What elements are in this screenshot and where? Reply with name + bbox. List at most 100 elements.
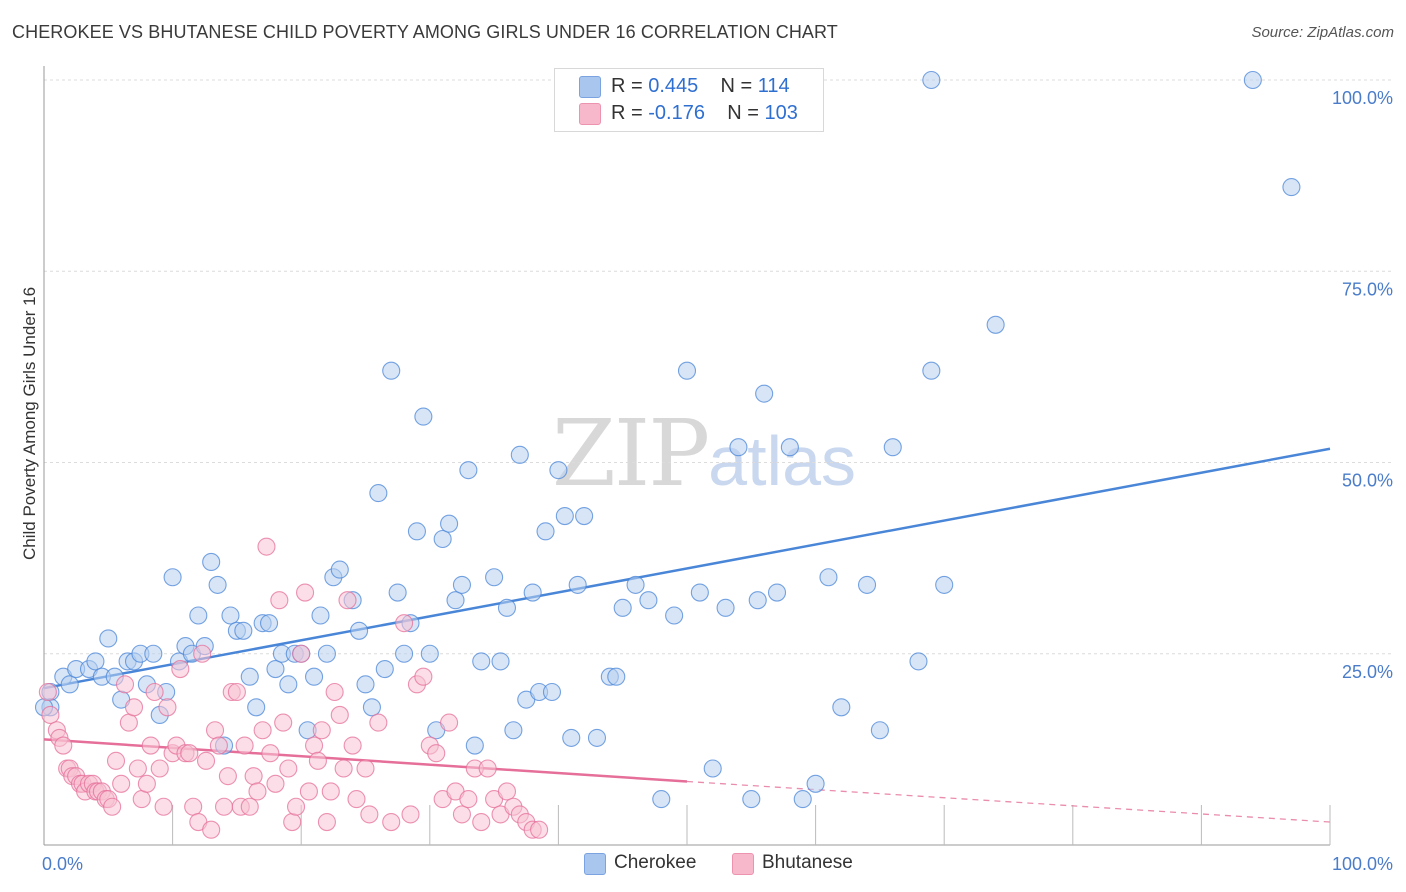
cherokee-point bbox=[549, 461, 568, 480]
cherokee-point bbox=[60, 675, 79, 694]
legend-n-value: 114 bbox=[757, 75, 790, 97]
cherokee-point bbox=[542, 682, 562, 702]
cherokee-point bbox=[504, 721, 523, 740]
stats-legend: R = 0.445 N = 114 R = -0.176 N = 103 bbox=[554, 68, 824, 132]
cherokee-point bbox=[639, 591, 658, 610]
bhutanese-point bbox=[395, 614, 414, 633]
cherokee-point bbox=[780, 438, 799, 457]
cherokee-point bbox=[575, 506, 594, 526]
cherokee-point bbox=[716, 598, 735, 617]
bhutanese-point bbox=[103, 797, 122, 816]
legend-r-value: -0.176 bbox=[648, 102, 705, 124]
cherokee-point bbox=[305, 667, 324, 686]
bhutanese-point bbox=[257, 537, 276, 556]
cherokee-point bbox=[395, 644, 414, 663]
bhutanese-point bbox=[312, 721, 331, 740]
cherokee-point bbox=[382, 361, 401, 380]
bhutanese-point bbox=[401, 805, 420, 824]
cherokee-point bbox=[555, 506, 574, 526]
bhutanese-point bbox=[369, 713, 388, 732]
legend-r-value: 0.445 bbox=[648, 75, 699, 97]
bhutanese-point bbox=[330, 705, 349, 725]
cherokee-point bbox=[330, 560, 349, 579]
cherokee-point bbox=[729, 438, 748, 457]
bhutanese-point bbox=[214, 797, 234, 816]
cherokee-point bbox=[922, 70, 941, 90]
cherokee-point bbox=[99, 629, 118, 648]
cherokee-point bbox=[690, 583, 709, 602]
bhutanese-point bbox=[317, 812, 336, 832]
bhutanese-point bbox=[530, 820, 549, 839]
axes bbox=[43, 66, 1331, 846]
cherokee-point bbox=[806, 774, 825, 793]
bhutanese-point bbox=[356, 759, 375, 778]
bhutanese-point bbox=[279, 759, 298, 778]
cherokee-point bbox=[459, 461, 478, 480]
source-note: Source: ZipAtlas.com bbox=[1251, 24, 1394, 41]
bhutanese-point bbox=[137, 774, 156, 793]
bhutanese-point bbox=[202, 820, 221, 839]
bhutanese-point bbox=[497, 782, 517, 801]
bhutanese-point bbox=[119, 713, 138, 732]
bhutanese-point bbox=[274, 713, 293, 732]
cherokee-point bbox=[922, 361, 941, 380]
cherokee-point bbox=[189, 606, 208, 625]
cherokee-point bbox=[202, 552, 221, 572]
cherokee-point bbox=[935, 575, 954, 594]
cherokee-point bbox=[472, 652, 491, 671]
cherokee-point bbox=[279, 675, 298, 694]
cherokee-point bbox=[414, 407, 433, 426]
legend-r-label: R = bbox=[611, 75, 643, 97]
bhutanese-point bbox=[124, 698, 144, 717]
bhutanese-point bbox=[283, 812, 302, 832]
bhutanese-point bbox=[452, 805, 472, 824]
cherokee-point bbox=[677, 361, 697, 380]
cherokee-point bbox=[607, 667, 626, 686]
bhutanese-point bbox=[292, 644, 311, 663]
bhutanese-point bbox=[253, 721, 272, 740]
bhutanese-point bbox=[305, 736, 324, 755]
legend-n-value: 103 bbox=[764, 102, 798, 124]
bhutanese-point bbox=[128, 759, 147, 778]
bhutanese-point bbox=[132, 790, 151, 809]
cherokee-point bbox=[144, 644, 163, 663]
bhutanese-point bbox=[184, 797, 203, 816]
cherokee-point bbox=[86, 652, 105, 671]
bhutanese-point bbox=[338, 591, 357, 610]
bhutanese-point bbox=[414, 667, 433, 686]
bhutanese-point bbox=[38, 682, 57, 702]
x-tick-label: 100.0% bbox=[1332, 854, 1393, 874]
bhutanese-point bbox=[440, 713, 459, 732]
bhutanese-point bbox=[205, 721, 225, 740]
data-points bbox=[34, 70, 1301, 839]
bhutanese-point bbox=[145, 682, 164, 702]
cherokee-point bbox=[986, 315, 1005, 334]
y-tick-label: 50.0% bbox=[1342, 471, 1393, 491]
cherokee-point bbox=[221, 606, 240, 625]
cherokee-point bbox=[369, 484, 388, 503]
cherokee-point bbox=[388, 583, 407, 602]
bhutanese-point bbox=[106, 751, 126, 770]
bottom-legend-swatch-cherokee bbox=[584, 853, 606, 875]
bhutanese-point bbox=[54, 736, 73, 755]
cherokee-point bbox=[870, 721, 889, 740]
cherokee-point bbox=[755, 384, 774, 403]
cherokee-point bbox=[311, 606, 330, 625]
bhutanese-point bbox=[296, 583, 315, 602]
cherokee-point bbox=[491, 652, 510, 671]
bhutanese-point bbox=[299, 782, 318, 801]
cherokee-point bbox=[1243, 70, 1262, 90]
bhutanese-point bbox=[158, 698, 177, 717]
bhutanese-point bbox=[141, 736, 160, 755]
tick-labels: 100.0% 75.0% 50.0% 25.0% 0.0% 100.0% bbox=[42, 88, 1393, 874]
cherokee-point bbox=[362, 698, 381, 717]
bhutanese-point bbox=[472, 812, 491, 832]
cherokee-point bbox=[497, 598, 517, 617]
bhutanese-point bbox=[325, 682, 344, 702]
legend-n-label: N = bbox=[727, 102, 759, 124]
bhutanese-point bbox=[360, 805, 379, 824]
x-tick-label: 0.0% bbox=[42, 854, 83, 874]
cherokee-point bbox=[485, 568, 504, 587]
cherokee-point bbox=[240, 667, 259, 686]
